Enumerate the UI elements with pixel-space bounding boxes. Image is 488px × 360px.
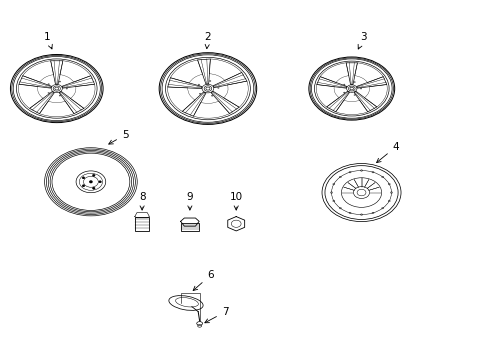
Ellipse shape [93, 175, 94, 176]
Ellipse shape [93, 188, 94, 189]
Bar [135, 217, 149, 231]
Text: 5: 5 [108, 130, 128, 144]
Ellipse shape [99, 181, 101, 182]
Text: 6: 6 [193, 270, 213, 291]
Text: 10: 10 [229, 192, 242, 210]
Text: 7: 7 [204, 307, 228, 323]
Ellipse shape [82, 185, 84, 186]
Bar [180, 223, 199, 231]
Text: 3: 3 [357, 32, 366, 49]
Ellipse shape [90, 181, 92, 183]
Ellipse shape [82, 177, 84, 178]
Text: 8: 8 [139, 192, 145, 210]
Text: 2: 2 [204, 32, 211, 49]
Text: 9: 9 [186, 192, 193, 210]
Text: 4: 4 [376, 142, 398, 163]
Text: 1: 1 [43, 32, 52, 49]
